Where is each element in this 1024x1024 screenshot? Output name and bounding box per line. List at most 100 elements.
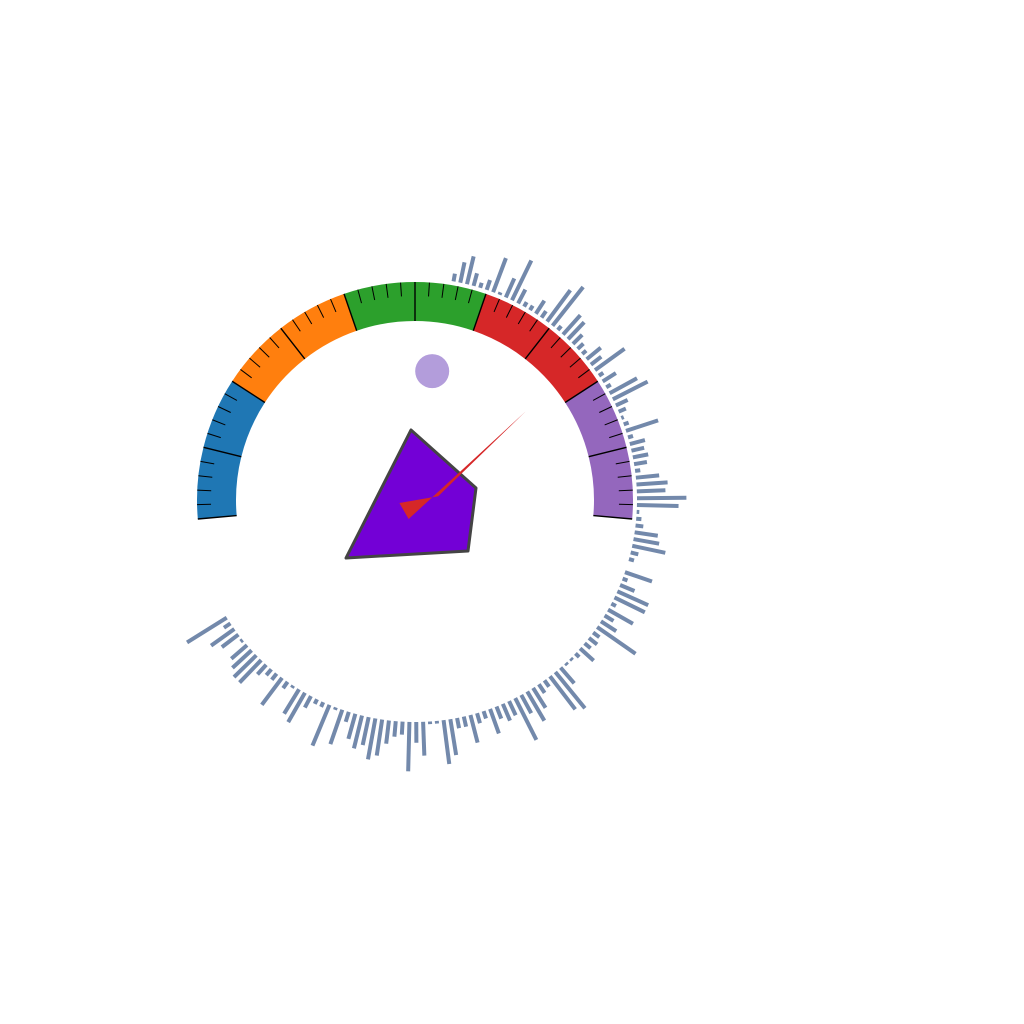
radial-bar xyxy=(519,693,533,715)
minor-tick xyxy=(371,286,376,301)
radial-bar xyxy=(209,627,236,648)
minor-tick xyxy=(578,369,590,379)
radial-bar xyxy=(497,291,503,296)
radial-bar xyxy=(627,434,634,440)
radial-bar xyxy=(239,638,244,644)
radial-bar xyxy=(566,320,586,341)
radial-bar xyxy=(625,418,659,433)
minor-tick xyxy=(618,489,633,492)
radial-bar xyxy=(328,709,345,745)
radial-bar xyxy=(351,715,364,749)
minor-tick xyxy=(304,311,313,325)
minor-tick xyxy=(609,432,623,439)
gauge-band-4 xyxy=(473,293,598,403)
radial-bar xyxy=(458,261,467,284)
major-tick xyxy=(203,446,242,458)
minor-tick xyxy=(400,282,402,297)
minor-tick xyxy=(569,357,581,368)
minor-tick xyxy=(385,283,389,298)
radial-bar xyxy=(580,349,588,356)
radial-bar xyxy=(633,460,648,467)
radial-bar xyxy=(630,550,639,557)
radial-bar xyxy=(455,717,462,729)
radial-bar xyxy=(374,719,385,756)
radial-bar xyxy=(636,480,668,487)
radial-bar xyxy=(578,646,595,663)
radial-bar xyxy=(569,656,574,662)
radial-bar xyxy=(406,721,412,772)
radial-bar xyxy=(531,686,548,709)
radial-bar xyxy=(610,601,617,608)
minor-tick xyxy=(441,283,445,298)
minor-tick xyxy=(258,347,270,358)
radial-bar xyxy=(333,706,338,711)
radial-bar xyxy=(312,698,319,705)
radial-bar xyxy=(576,342,585,351)
minor-tick xyxy=(269,337,280,349)
radial-bar xyxy=(461,716,469,728)
radial-bar xyxy=(619,583,636,593)
major-tick xyxy=(524,327,550,360)
radial-bar xyxy=(556,324,563,332)
radial-bar xyxy=(635,473,660,480)
radial-bar xyxy=(589,355,603,367)
radial-bar xyxy=(632,452,649,460)
radial-bar xyxy=(621,576,629,583)
radial-bar xyxy=(633,537,660,546)
radial-bar xyxy=(238,658,263,684)
minor-tick xyxy=(592,393,606,401)
radial-bar xyxy=(629,438,646,446)
minor-tick xyxy=(493,298,500,313)
radial-bar xyxy=(593,347,626,372)
radial-bar xyxy=(232,653,258,679)
minor-tick xyxy=(560,347,572,358)
major-tick xyxy=(197,514,237,520)
gauge-band-5 xyxy=(565,381,633,519)
major-tick xyxy=(280,327,306,360)
radial-bar xyxy=(613,595,646,615)
radial-bar xyxy=(528,304,535,312)
radial-bar xyxy=(591,630,601,639)
radial-bar xyxy=(503,277,517,299)
radial-bar xyxy=(561,313,582,336)
minor-tick xyxy=(212,419,226,426)
radial-bar xyxy=(513,697,539,741)
radial-bar xyxy=(634,530,659,538)
radial-bar xyxy=(525,690,547,722)
minor-tick xyxy=(468,289,473,304)
radial-bar xyxy=(260,676,284,707)
radial-bar xyxy=(471,272,479,287)
radial-bar xyxy=(548,675,577,711)
radial-bar xyxy=(624,570,653,584)
radial-bar xyxy=(628,557,635,563)
radial-bar xyxy=(534,299,547,315)
radial-bar xyxy=(475,712,482,724)
radial-bar xyxy=(583,641,592,650)
gauge-band-1 xyxy=(197,381,265,519)
minor-tick xyxy=(529,319,538,332)
radial-bar xyxy=(631,445,645,453)
radial-bar xyxy=(421,721,427,756)
radial-bar xyxy=(185,615,228,645)
gauge-band-2 xyxy=(232,293,357,403)
radial-bar xyxy=(607,607,634,626)
radial-bar xyxy=(537,683,547,694)
radial-bar xyxy=(636,488,666,494)
major-tick xyxy=(343,293,358,331)
radial-bar xyxy=(360,716,371,746)
minor-tick xyxy=(224,393,238,401)
radial-bar xyxy=(491,257,508,293)
radial-bar xyxy=(500,703,512,722)
minor-tick xyxy=(198,475,213,478)
minor-tick xyxy=(240,369,252,379)
minor-tick xyxy=(454,286,459,301)
minor-tick xyxy=(617,475,632,478)
minor-tick xyxy=(200,460,215,465)
minor-tick xyxy=(428,282,430,297)
radial-bar xyxy=(365,718,378,760)
radial-bar xyxy=(270,672,279,681)
radial-bar xyxy=(603,613,615,623)
minor-tick xyxy=(604,419,618,426)
radial-bar xyxy=(608,376,638,395)
